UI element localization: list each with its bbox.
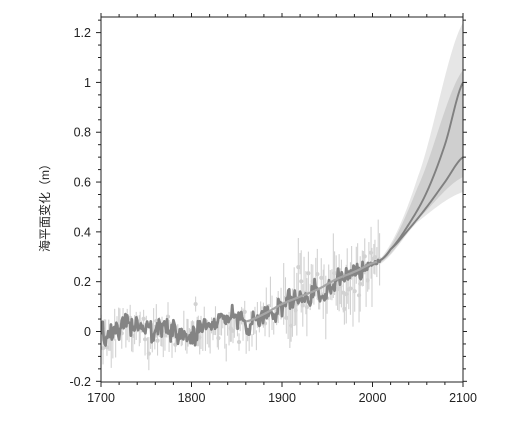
- error-bar-point: [315, 272, 320, 277]
- error-bar: [242, 300, 247, 323]
- error-bar: [193, 296, 198, 312]
- x-tick-label: 1800: [178, 391, 206, 405]
- error-bar-point: [296, 264, 301, 270]
- error-bar-point: [306, 271, 311, 276]
- line-layer: [101, 81, 463, 347]
- error-bar-point: [284, 315, 289, 320]
- fitted-trend-line: [245, 260, 378, 323]
- error-bar-point: [352, 289, 357, 294]
- error-bar: [284, 302, 289, 334]
- error-bar-point: [299, 279, 304, 284]
- error-bar-point: [242, 309, 247, 315]
- error-bar-point: [372, 255, 378, 260]
- error-bar: [296, 238, 301, 297]
- y-tick-label: -0.2: [69, 375, 91, 389]
- y-tick-label: 1.2: [74, 26, 91, 40]
- error-bar: [141, 309, 146, 328]
- error-bar: [304, 278, 309, 337]
- error-bar-point: [236, 339, 242, 345]
- error-bar: [146, 337, 151, 371]
- error-bar-point: [146, 351, 151, 356]
- error-bar: [372, 239, 378, 275]
- projection-lower-line: [379, 156, 463, 262]
- error-bar-point: [101, 346, 106, 351]
- error-bar-point: [162, 333, 168, 338]
- x-tick-label: 1900: [268, 391, 296, 405]
- tick-layer: 1700 1800 1900 2000 2100 -0.2 0 0.2 0.4 0.6 0.8 1 1.…: [69, 13, 477, 405]
- x-tick-label: 1700: [87, 391, 115, 405]
- x-tick-label: 2000: [359, 391, 387, 405]
- error-bar-point: [362, 254, 367, 259]
- observed-sea-level-line: [101, 258, 382, 347]
- error-bar-layer: [101, 219, 382, 371]
- error-bar: [236, 333, 242, 351]
- error-bar: [319, 258, 324, 298]
- y-tick-label: 0.2: [74, 275, 91, 289]
- error-bar-point: [304, 305, 309, 310]
- error-bar: [306, 251, 311, 295]
- error-bar-point: [165, 314, 171, 319]
- error-bar-point: [216, 336, 221, 341]
- error-bar: [358, 256, 363, 312]
- y-tick-label: 0: [84, 325, 91, 339]
- projection-band-inner: [379, 69, 463, 264]
- error-bar-point: [142, 337, 148, 342]
- x-tick-label: 2100: [449, 391, 477, 405]
- error-bar: [352, 270, 357, 312]
- error-bar-point: [348, 286, 353, 291]
- projection-uncertainty-layer: [379, 22, 463, 265]
- error-bar-point: [358, 281, 363, 286]
- y-tick-label: 0.6: [74, 176, 91, 190]
- error-bar-point: [319, 275, 324, 280]
- y-axis-label: 海平面变化（m）: [37, 158, 52, 252]
- error-bar-point: [141, 316, 146, 321]
- y-tick-label: 0.8: [74, 126, 91, 140]
- error-bar-point: [342, 306, 347, 311]
- error-bar-point: [193, 301, 198, 307]
- y-tick-label: 1: [84, 76, 91, 90]
- error-bar: [342, 293, 347, 325]
- y-tick-label: 0.4: [74, 225, 91, 239]
- error-bar: [216, 326, 221, 350]
- error-bar-point: [155, 338, 160, 343]
